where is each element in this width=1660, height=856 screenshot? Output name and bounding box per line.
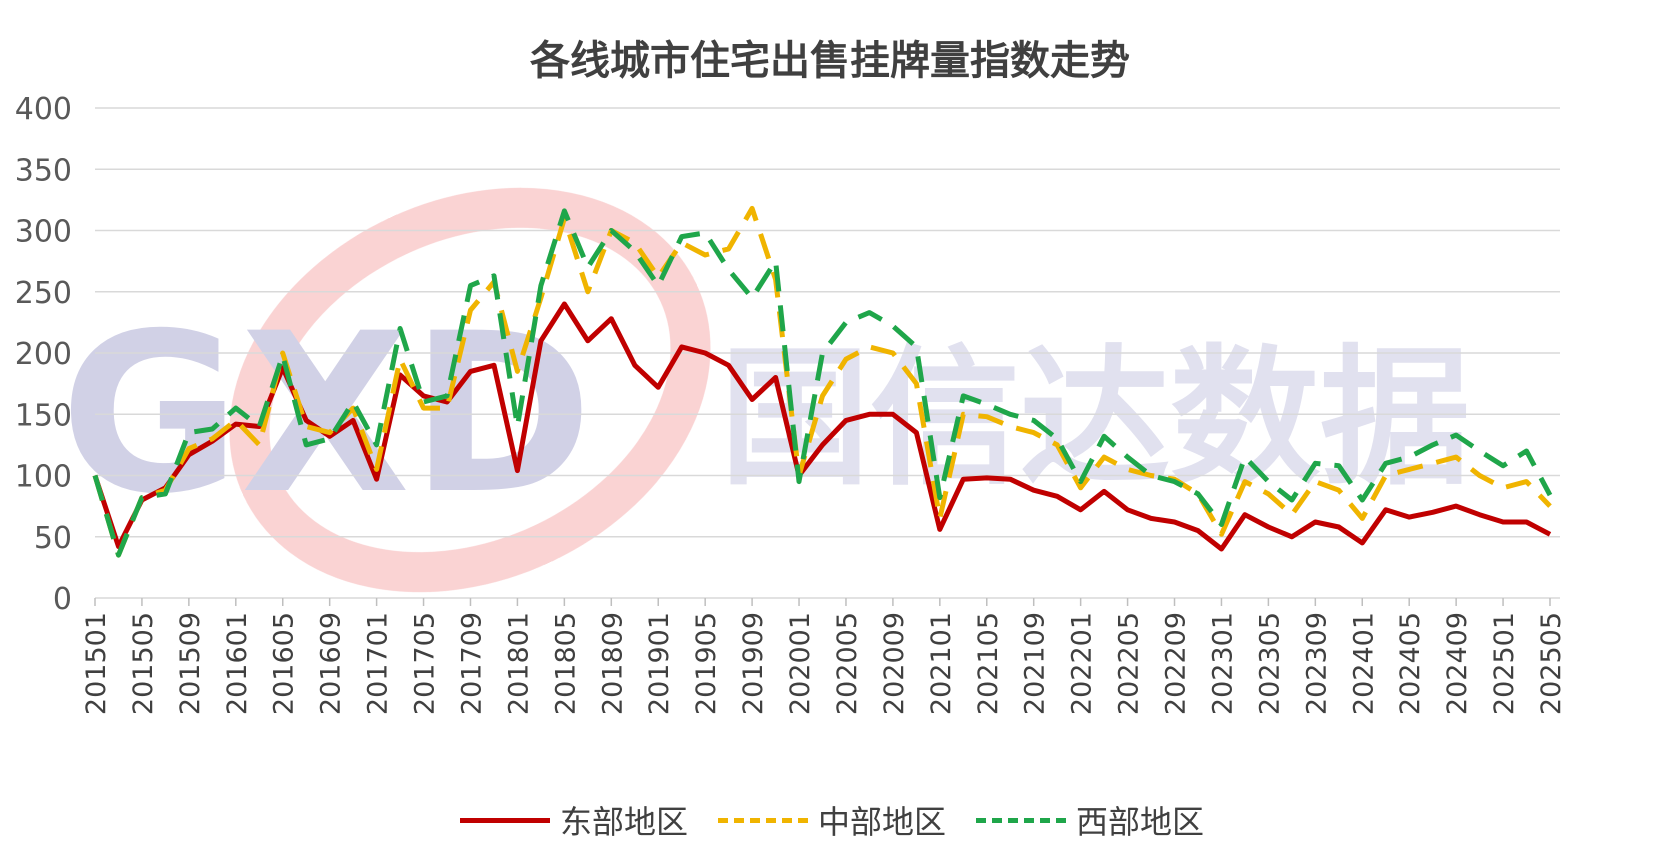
x-tick-label: 201505 xyxy=(128,612,159,715)
x-tick-label: 202005 xyxy=(832,612,863,715)
x-tick-label: 202201 xyxy=(1067,612,1098,715)
gridlines xyxy=(95,107,1560,599)
x-tick-label: 201801 xyxy=(503,612,534,715)
legend: 东部地区 中部地区 西部地区 xyxy=(460,797,1234,843)
x-tick-label: 201609 xyxy=(316,612,347,715)
series-line-1 xyxy=(92,205,1552,558)
x-tick-label: 202305 xyxy=(1254,612,1285,715)
watermark-brand-text: 国信达数据 xyxy=(720,332,1470,506)
x-tick-label: 201605 xyxy=(269,612,300,715)
legend-swatch-east xyxy=(460,817,550,823)
x-tick-label: 202409 xyxy=(1442,612,1473,715)
y-tick-label: 250 xyxy=(15,276,72,311)
series-line-2 xyxy=(92,208,1553,558)
x-tick-label: 202205 xyxy=(1114,612,1145,715)
x-tick-label: 201709 xyxy=(456,612,487,715)
x-tick-label: 202009 xyxy=(879,612,910,715)
series-lines xyxy=(92,205,1553,558)
x-tick-label: 201705 xyxy=(410,612,441,715)
y-tick-label: 350 xyxy=(15,153,72,188)
x-tick-label: 202505 xyxy=(1536,612,1567,715)
x-tick-label: 201805 xyxy=(550,612,581,715)
chart-title: 各线城市住宅出售挂牌量指数走势 xyxy=(530,38,1130,84)
x-tick-label: 201909 xyxy=(738,612,769,715)
y-tick-label: 200 xyxy=(15,337,72,372)
x-tick-label: 202309 xyxy=(1301,612,1332,715)
legend-label-central: 中部地区 xyxy=(818,803,947,841)
x-tick-label: 201701 xyxy=(363,612,394,715)
x-tick-label: 202101 xyxy=(926,612,957,715)
y-tick-label: 300 xyxy=(15,215,72,250)
x-tick-label: 201809 xyxy=(597,612,628,715)
x-tick-label: 201601 xyxy=(222,612,253,715)
legend-swatch-central xyxy=(718,817,809,823)
legend-item-east: 东部地区 xyxy=(460,797,688,843)
legend-item-west: 西部地区 xyxy=(976,797,1204,843)
x-tick-label: 201905 xyxy=(691,612,722,715)
legend-label-east: 东部地区 xyxy=(560,803,689,841)
x-tick-label: 202109 xyxy=(1020,612,1051,715)
x-tick-label: 202405 xyxy=(1395,612,1426,715)
x-tick-label: 201509 xyxy=(175,612,206,715)
x-tick-label: 202209 xyxy=(1161,612,1192,715)
legend-label-west: 西部地区 xyxy=(1076,803,1205,841)
y-tick-label: 50 xyxy=(34,521,72,556)
y-axis: 0 50 100 150 200 250 300 350 400 xyxy=(15,92,72,617)
x-tick-label: 201501 xyxy=(81,612,112,715)
x-tick-label: 202001 xyxy=(785,612,816,715)
y-tick-label: 400 xyxy=(15,92,72,127)
legend-item-central: 中部地区 xyxy=(718,797,946,843)
y-tick-label: 0 xyxy=(53,582,72,617)
x-tick-label: 202105 xyxy=(973,612,1004,715)
x-tick-label: 202401 xyxy=(1348,612,1379,715)
legend-swatch-west xyxy=(976,817,1067,823)
y-tick-label: 150 xyxy=(15,398,72,433)
y-tick-label: 100 xyxy=(15,460,72,495)
x-axis: 201501 201505 201509 201601 201605 201609 2017… xyxy=(81,598,1567,715)
x-tick-label: 202501 xyxy=(1489,612,1520,715)
x-tick-label: 201901 xyxy=(644,612,675,715)
x-tick-label: 202301 xyxy=(1207,612,1238,715)
